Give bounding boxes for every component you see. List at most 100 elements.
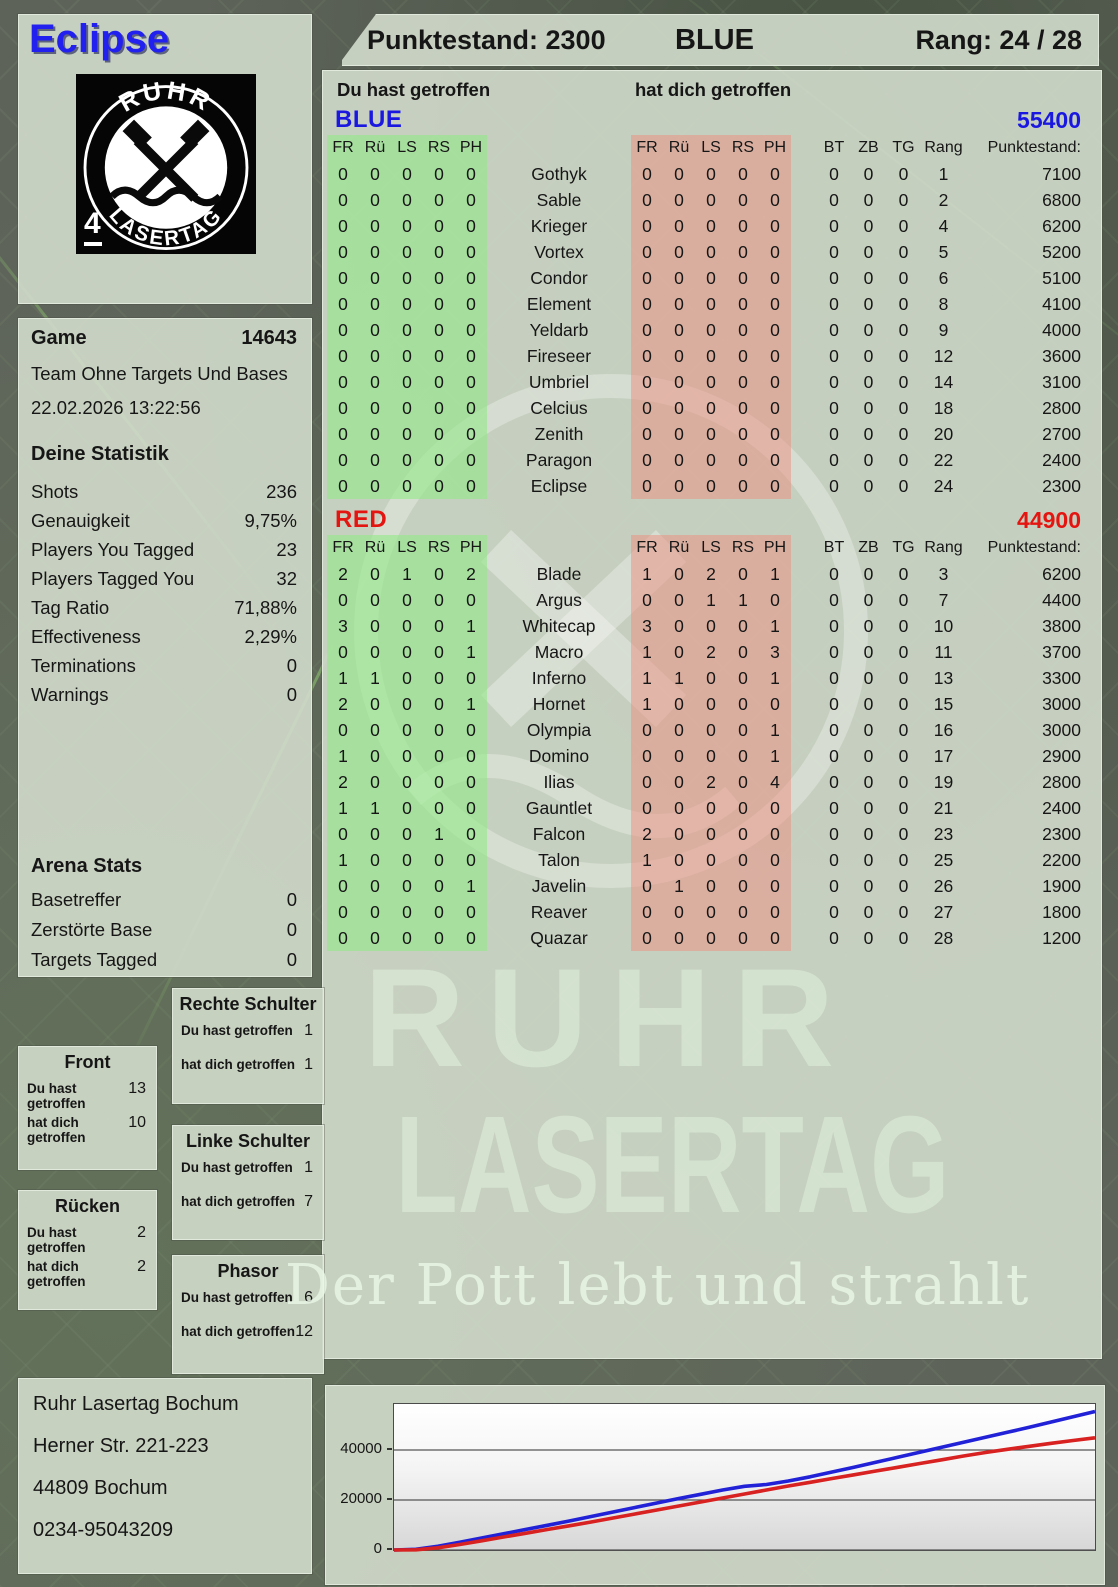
rank-cell: 2 <box>938 190 949 210</box>
you-hit-cell: 0 <box>455 265 487 291</box>
hit-you-cell: 0 <box>663 447 695 473</box>
column-header-row: FR Rü LS RS PH FR Rü LS RS PH BT ZB TG Rang Punktestan… <box>323 135 1101 161</box>
you-hit-cell: 0 <box>423 925 455 951</box>
table-row: 1 0 0 0 0 Domino 0 0 0 0 1 0 0 0 17 2900 <box>323 743 1101 769</box>
rank-cell: 23 <box>933 824 954 844</box>
you-hit-cell: 0 <box>455 369 487 395</box>
stat-label: Tag Ratio <box>31 596 110 618</box>
hit-you-cell: 0 <box>727 395 759 421</box>
hit-you-cell: 0 <box>695 873 727 899</box>
stat-label: Zerstörte Base <box>31 919 153 940</box>
hit-you-cell: 0 <box>759 291 791 317</box>
col-header: RS <box>727 535 759 561</box>
you-hit-cell: 0 <box>359 343 391 369</box>
hit-you-cell: 0 <box>663 421 695 447</box>
rank-cell: 27 <box>933 902 954 922</box>
hit-you-cell: 0 <box>631 587 663 613</box>
spacer <box>791 665 817 691</box>
spacer <box>791 213 817 239</box>
extra-cell: 0 <box>898 616 909 636</box>
extra-cell: 0 <box>829 772 839 792</box>
series-blue <box>393 1409 1096 1552</box>
hit-you-cell: 3 <box>631 613 663 639</box>
you-hit-cell: 0 <box>423 161 455 187</box>
you-hit-cell: 0 <box>359 925 391 951</box>
table-row: 0 0 0 0 0 Vortex 0 0 0 0 0 0 0 0 5 5200 <box>323 239 1101 265</box>
hit-you-cell: 0 <box>695 665 727 691</box>
venue-panel: Ruhr Lasertag Bochum Herner Str. 221-223 4… <box>18 1378 312 1574</box>
team-name: RED <box>335 506 388 533</box>
hit-you-cell: 0 <box>695 317 727 343</box>
hit-you-cell: 0 <box>631 369 663 395</box>
extra-cell: 0 <box>863 398 874 418</box>
you-hit-cell: 0 <box>455 899 487 925</box>
you-hit-cell: 0 <box>359 587 391 613</box>
extra-cell: 0 <box>863 216 874 236</box>
bodypart-title: Linke Schulter <box>185 1131 311 1151</box>
bodypart-them-value: 7 <box>304 1193 313 1210</box>
extra-cell: 0 <box>863 928 874 948</box>
you-hit-cell: 0 <box>359 447 391 473</box>
col-header: Rü <box>663 135 695 161</box>
player-name: Eclipse <box>29 17 170 61</box>
stat-value: 2,29% <box>244 625 297 647</box>
hit-you-cell: 0 <box>759 821 791 847</box>
you-hit-cell: 0 <box>423 473 455 499</box>
you-hit-cell: 0 <box>423 769 455 795</box>
rank-cell: 26 <box>933 876 954 896</box>
hit-you-cell: 0 <box>663 925 695 951</box>
you-hit-cell: 2 <box>327 561 359 587</box>
hit-you-cell: 0 <box>631 473 663 499</box>
bodypart-them-value: 2 <box>137 1258 146 1275</box>
rank-header: Rang: 24 / 28 <box>915 24 1082 55</box>
you-hit-cell: 0 <box>423 743 455 769</box>
you-hit-cell: 0 <box>327 447 359 473</box>
bodypart-them-label: hat dich getroffen <box>181 1057 295 1072</box>
you-hit-cell: 0 <box>391 265 423 291</box>
you-hit-cell: 3 <box>327 613 359 639</box>
you-hit-cell: 0 <box>423 343 455 369</box>
hit-you-cell: 1 <box>759 665 791 691</box>
extra-cell: 0 <box>863 772 874 792</box>
hit-you-cell: 0 <box>695 369 727 395</box>
table-row: 0 0 0 0 0 Celcius 0 0 0 0 0 0 0 0 18 2800 <box>323 395 1101 421</box>
you-hit-cell: 0 <box>327 265 359 291</box>
extra-cell: 0 <box>898 476 909 496</box>
score-cell: 4400 <box>1042 590 1081 610</box>
extra-cell: 0 <box>898 372 909 392</box>
extra-cell: 0 <box>829 346 839 366</box>
stat-value: 0 <box>286 683 297 705</box>
extra-cell: 0 <box>898 928 909 948</box>
hit-you-cell: 3 <box>759 639 791 665</box>
spacer <box>791 561 817 587</box>
hit-you-cell: 0 <box>759 899 791 925</box>
hit-you-cell: 0 <box>727 213 759 239</box>
stat-value: 9,75% <box>244 509 297 531</box>
col-header: TG <box>892 139 915 156</box>
table-row: 2 0 0 0 0 Ilias 0 0 2 0 4 0 0 0 19 2800 <box>323 769 1101 795</box>
hit-you-cell: 0 <box>727 613 759 639</box>
spacer <box>791 769 817 795</box>
hit-you-cell: 0 <box>663 821 695 847</box>
extra-cell: 0 <box>898 564 909 584</box>
table-row: 0 0 0 0 0 Fireseer 0 0 0 0 0 0 0 0 12 3600 <box>323 343 1101 369</box>
spacer <box>791 135 817 161</box>
you-hit-cell: 0 <box>359 821 391 847</box>
hit-you-cell: 0 <box>727 561 759 587</box>
hit-you-cell: 0 <box>663 613 695 639</box>
stat-label: Players You Tagged <box>31 538 195 560</box>
you-hit-cell: 0 <box>327 317 359 343</box>
player-name-cell: Paragon <box>525 450 593 470</box>
player-name-cell: Umbriel <box>528 372 590 392</box>
you-hit-cell: 0 <box>327 821 359 847</box>
y-axis-tick-label: 0 <box>373 1540 382 1557</box>
spacer <box>791 587 817 613</box>
hit-you-cell: 0 <box>727 639 759 665</box>
extra-cell: 0 <box>829 320 839 340</box>
spacer <box>791 421 817 447</box>
game-label: Game <box>31 327 87 349</box>
you-hit-cell: 0 <box>455 769 487 795</box>
spacer <box>791 343 817 369</box>
you-hit-cell: 0 <box>359 187 391 213</box>
bodypart-them-row: hat dich getroffen 10 <box>27 1114 146 1145</box>
